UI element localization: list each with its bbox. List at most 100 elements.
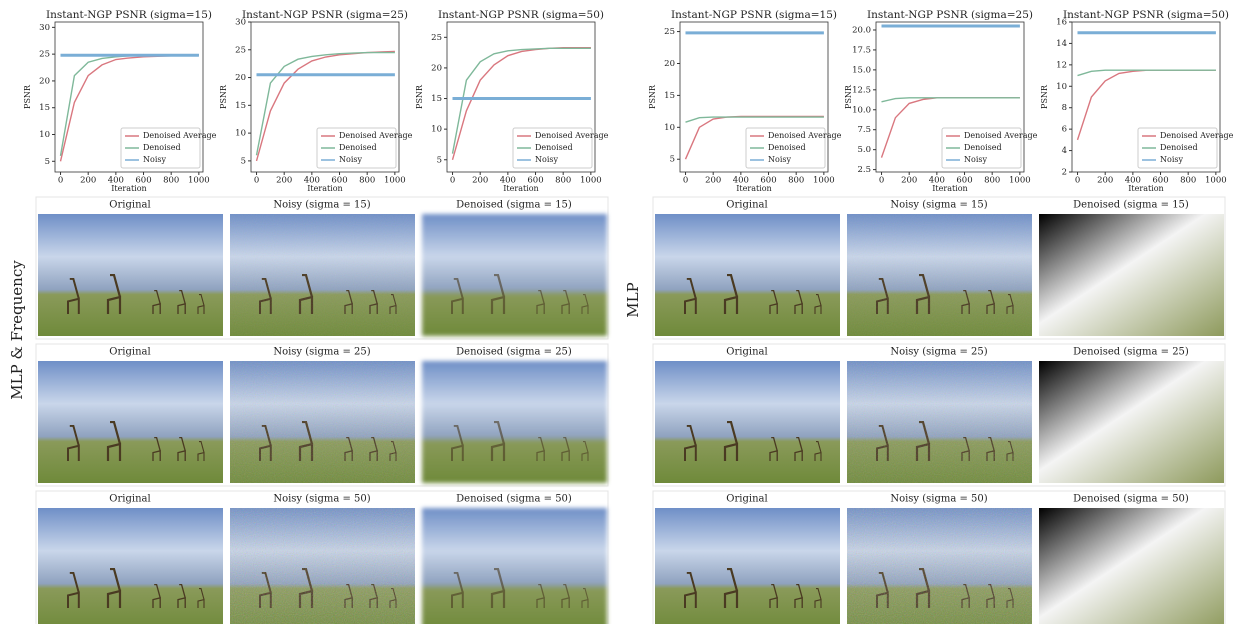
series-line bbox=[881, 97, 1020, 103]
x-tick-label: 400 bbox=[1125, 176, 1141, 186]
y-tick-label: 12.5 bbox=[852, 85, 871, 95]
x-tick-label: 600 bbox=[956, 176, 972, 186]
giraffe bbox=[67, 424, 80, 462]
legend-label: Noisy bbox=[964, 155, 987, 164]
noise bbox=[847, 214, 1032, 336]
x-tick-label: 0 bbox=[879, 176, 884, 186]
giraffe bbox=[581, 440, 589, 462]
image-fill bbox=[1039, 361, 1224, 483]
legend-box bbox=[745, 127, 826, 169]
image-caption: Noisy (sigma = 50) bbox=[890, 494, 987, 505]
y-axis-label: PSNR bbox=[1040, 84, 1049, 109]
giraffe bbox=[581, 587, 589, 609]
x-tick-label: 1000 bbox=[1205, 176, 1227, 186]
x-axis-label: Iteration bbox=[307, 184, 342, 193]
legend-box bbox=[316, 127, 397, 169]
legend-label: Denoised bbox=[964, 143, 1002, 152]
image bbox=[847, 508, 1032, 624]
y-tick-label: 10 bbox=[431, 125, 442, 135]
x-tick-label: 200 bbox=[901, 176, 917, 186]
image bbox=[422, 214, 607, 336]
y-axis-label: PSNR bbox=[415, 84, 424, 109]
noise bbox=[230, 214, 415, 336]
legend-label: Denoised bbox=[768, 143, 806, 152]
image-caption: Original bbox=[726, 200, 767, 211]
giraffe bbox=[490, 273, 506, 315]
y-tick-label: 16 bbox=[1056, 18, 1067, 28]
giraffe bbox=[177, 289, 186, 315]
row-frame bbox=[35, 196, 609, 340]
x-tick-label: 400 bbox=[304, 176, 320, 186]
image-fill bbox=[422, 508, 607, 624]
legend-label: Denoised bbox=[535, 143, 573, 152]
y-tick-label: 5 bbox=[45, 157, 50, 167]
x-tick-label: 1000 bbox=[813, 176, 835, 186]
legend-box bbox=[941, 127, 1022, 169]
x-tick-label: 400 bbox=[733, 176, 749, 186]
x-axis-label: Iteration bbox=[503, 184, 538, 193]
giraffe bbox=[152, 289, 161, 315]
image bbox=[1039, 508, 1224, 624]
series-line bbox=[451, 47, 591, 154]
giraffe bbox=[177, 583, 186, 609]
x-axis-label: Iteration bbox=[111, 184, 146, 193]
image bbox=[38, 361, 223, 483]
giraffe bbox=[561, 436, 570, 462]
y-tick-label: 6 bbox=[1062, 125, 1067, 135]
giraffe bbox=[67, 571, 80, 609]
legend-label: Denoised bbox=[1160, 143, 1198, 152]
x-tick-label: 0 bbox=[683, 176, 688, 186]
chart-title: Instant-NGP PSNR (sigma=50) bbox=[438, 9, 604, 21]
image bbox=[38, 508, 223, 624]
image bbox=[38, 214, 223, 336]
giraffe bbox=[684, 277, 697, 315]
giraffe bbox=[536, 436, 545, 462]
x-tick-label: 600 bbox=[331, 176, 347, 186]
x-tick-label: 0 bbox=[450, 176, 455, 186]
legend-label: Noisy bbox=[1160, 155, 1183, 164]
legend-label: Denoised Average bbox=[1160, 131, 1233, 140]
legend-label: Denoised bbox=[143, 143, 181, 152]
giraffe bbox=[106, 420, 122, 462]
legend-label: Denoised bbox=[339, 143, 377, 152]
giraffe bbox=[451, 277, 464, 315]
legend-label: Noisy bbox=[339, 155, 362, 164]
y-tick-label: 10.0 bbox=[852, 105, 871, 115]
image-caption: Denoised (sigma = 15) bbox=[1073, 200, 1189, 211]
x-tick-label: 1000 bbox=[580, 176, 602, 186]
x-tick-label: 1000 bbox=[188, 176, 210, 186]
y-tick-label: 25 bbox=[235, 45, 246, 55]
noise bbox=[847, 508, 1032, 624]
giraffe bbox=[794, 289, 803, 315]
y-axis-label: PSNR bbox=[648, 84, 657, 109]
x-tick-label: 1000 bbox=[1009, 176, 1031, 186]
y-tick-label: 15 bbox=[664, 91, 675, 101]
giraffe bbox=[106, 567, 122, 609]
giraffe bbox=[197, 440, 205, 462]
chart-title: Instant-NGP PSNR (sigma=25) bbox=[867, 9, 1033, 21]
image-fill bbox=[1039, 508, 1224, 624]
x-tick-label: 1000 bbox=[384, 176, 406, 186]
noise bbox=[230, 361, 415, 483]
giraffe bbox=[451, 424, 464, 462]
y-tick-label: 10 bbox=[235, 129, 246, 139]
giraffe bbox=[536, 289, 545, 315]
legend-label: Denoised Average bbox=[339, 131, 413, 140]
image-caption: Denoised (sigma = 25) bbox=[456, 347, 572, 358]
x-tick-label: 800 bbox=[1180, 176, 1196, 186]
giraffe bbox=[177, 436, 186, 462]
giraffe bbox=[769, 436, 778, 462]
x-tick-label: 400 bbox=[929, 176, 945, 186]
y-tick-label: 25 bbox=[664, 27, 675, 37]
giraffe bbox=[152, 583, 161, 609]
image-caption: Original bbox=[109, 200, 150, 211]
image bbox=[847, 361, 1032, 483]
legend-label: Denoised Average bbox=[535, 131, 609, 140]
y-tick-label: 20 bbox=[235, 73, 246, 83]
image bbox=[230, 361, 415, 483]
legend-label: Denoised Average bbox=[768, 131, 842, 140]
image bbox=[655, 214, 840, 336]
image bbox=[422, 361, 607, 483]
giraffe bbox=[723, 567, 739, 609]
y-tick-label: 5 bbox=[670, 155, 675, 165]
